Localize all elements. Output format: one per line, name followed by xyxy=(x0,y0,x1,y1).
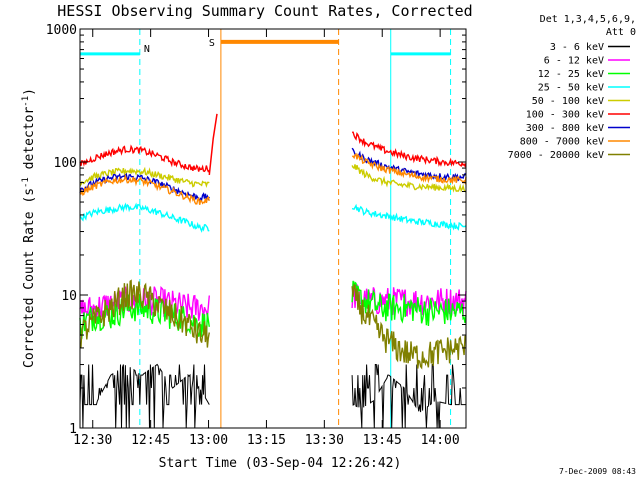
series-6-seg2 xyxy=(351,147,467,182)
x-axis-label: Start Time (03-Sep-04 12:26:42) xyxy=(159,456,402,471)
legend-header-line1: Det 1,3,4,5,6,9, xyxy=(540,14,636,25)
x-axis-ticks: 12:30 12:45 13:00 13:15 13:30 13:45 14:00 xyxy=(73,29,460,448)
y-axis-ticks: 1 10 100 1000 xyxy=(46,23,466,437)
series-8-seg1 xyxy=(79,279,210,348)
series-0 xyxy=(79,363,466,429)
footer-date: 7-Dec-2009 08:43 xyxy=(559,467,636,476)
series-layer xyxy=(79,113,467,429)
series-1 xyxy=(79,284,467,324)
series-5 xyxy=(79,131,467,173)
y-tick-label-0: 1 xyxy=(69,422,77,437)
legend-label-4: 50 - 100 keV xyxy=(532,96,604,107)
legend-label-7: 800 - 7000 keV xyxy=(520,137,604,148)
legend-label-6: 300 - 800 keV xyxy=(526,123,604,134)
legend-label-2: 12 - 25 keV xyxy=(538,69,604,80)
series-4-seg2 xyxy=(351,164,467,193)
legend-label-3: 25 - 50 keV xyxy=(538,83,604,94)
series-8-seg2 xyxy=(351,283,467,370)
series-2 xyxy=(79,280,467,341)
series-7-seg1 xyxy=(79,173,210,205)
series-2-seg2 xyxy=(351,280,467,327)
series-5-seg2 xyxy=(352,131,467,168)
legend-label-8: 7000 - 20000 keV xyxy=(508,150,604,161)
legend-label-0: 3 - 6 keV xyxy=(550,42,604,53)
y-tick-label-3: 1000 xyxy=(46,23,77,38)
series-8 xyxy=(79,279,467,370)
legend: Det 1,3,4,5,6,9, Att 0 3 - 6 keV 6 - 12 k… xyxy=(508,14,636,161)
x-tick-label-2: 13:00 xyxy=(189,433,228,448)
flare-spike xyxy=(208,113,218,175)
n-label: N xyxy=(144,44,150,55)
y-tick-label-1: 10 xyxy=(61,289,77,304)
x-tick-label-5: 13:45 xyxy=(363,433,402,448)
series-3-seg1 xyxy=(79,202,210,233)
series-7-seg2 xyxy=(351,152,467,185)
series-7 xyxy=(79,152,467,205)
series-5-seg1 xyxy=(79,144,210,173)
x-tick-label-3: 13:15 xyxy=(247,433,286,448)
legend-header-line2: Att 0 xyxy=(606,27,636,38)
y-axis-label: Corrected Count Rate (s-1 detector-1) xyxy=(21,88,37,368)
series-2-seg1 xyxy=(79,293,210,341)
plot-frame xyxy=(79,28,467,429)
s-label: S xyxy=(209,38,215,49)
chart-title: HESSI Observing Summary Count Rates, Cor… xyxy=(57,2,472,20)
legend-label-1: 6 - 12 keV xyxy=(544,56,604,67)
series-1-seg2 xyxy=(351,284,467,317)
series-3 xyxy=(79,202,467,233)
series-6-seg1 xyxy=(79,172,210,202)
series-0-seg2 xyxy=(351,364,466,429)
x-tick-label-1: 12:45 xyxy=(131,433,170,448)
x-tick-label-6: 14:00 xyxy=(421,433,460,448)
legend-label-5: 100 - 300 keV xyxy=(526,110,604,121)
series-4 xyxy=(79,164,467,193)
annotation-layer: NS xyxy=(80,29,452,428)
y-tick-label-2: 100 xyxy=(54,156,77,171)
series-1-seg1 xyxy=(79,286,210,324)
x-tick-label-4: 13:30 xyxy=(305,433,344,448)
series-0-seg1 xyxy=(79,363,210,429)
series-4-seg1 xyxy=(79,166,210,188)
x-tick-label-0: 12:30 xyxy=(73,433,112,448)
series-3-seg2 xyxy=(351,203,467,231)
